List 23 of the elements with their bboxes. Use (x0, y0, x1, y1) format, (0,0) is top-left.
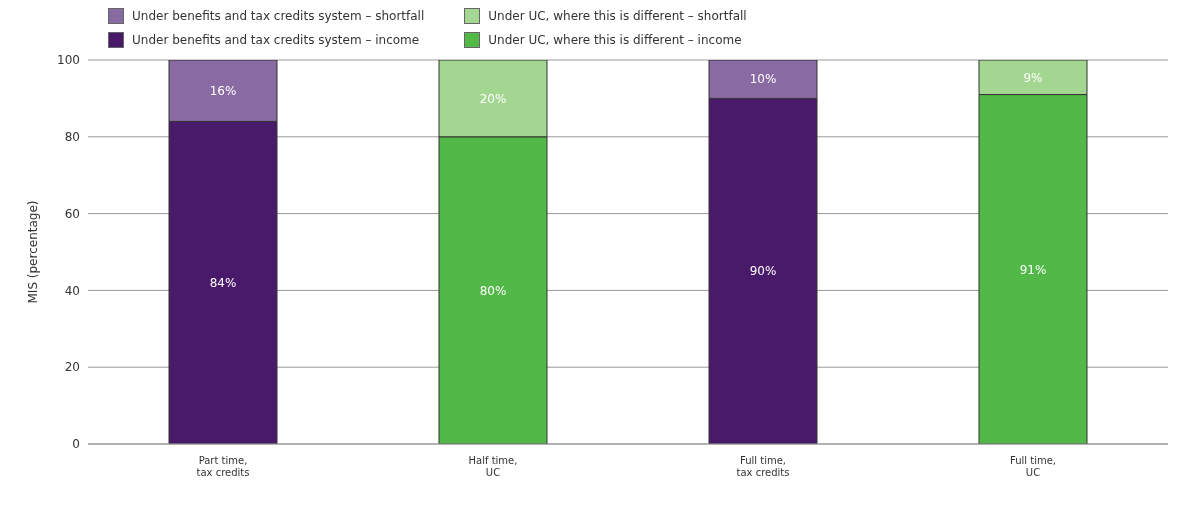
x-tick-label: Half time, UC (468, 455, 518, 478)
y-tick-label: 60 (64, 206, 80, 221)
x-tick-label: Full time, UC (1009, 455, 1057, 478)
y-tick-label: 40 (64, 283, 80, 298)
data-label: 10% (749, 72, 777, 87)
y-tick-label: 0 (72, 437, 80, 452)
legend-label: Under UC, where this is different – income (487, 32, 743, 48)
data-label: 91% (1019, 262, 1047, 277)
data-label: 90% (749, 264, 777, 279)
legend-label: Under benefits and tax credits system – shortfall (131, 8, 425, 24)
data-label: 20% (479, 91, 507, 106)
data-label: 9% (1023, 70, 1043, 85)
y-tick-label: 80 (64, 130, 80, 145)
y-tick-label: 20 (64, 360, 80, 375)
x-tick-label: Full time, tax credits (736, 455, 790, 478)
data-label: 80% (479, 283, 507, 298)
data-label: 84% (209, 275, 237, 290)
data-label: 16% (209, 83, 237, 98)
legend-label: Under benefits and tax credits system – income (131, 32, 421, 48)
x-tick-label: Part time, tax credits (196, 455, 250, 478)
y-axis-title: MIS (percentage) (26, 200, 41, 304)
legend-label: Under UC, where this is different – shortfall (487, 8, 747, 24)
y-tick-label: 100 (57, 53, 80, 68)
